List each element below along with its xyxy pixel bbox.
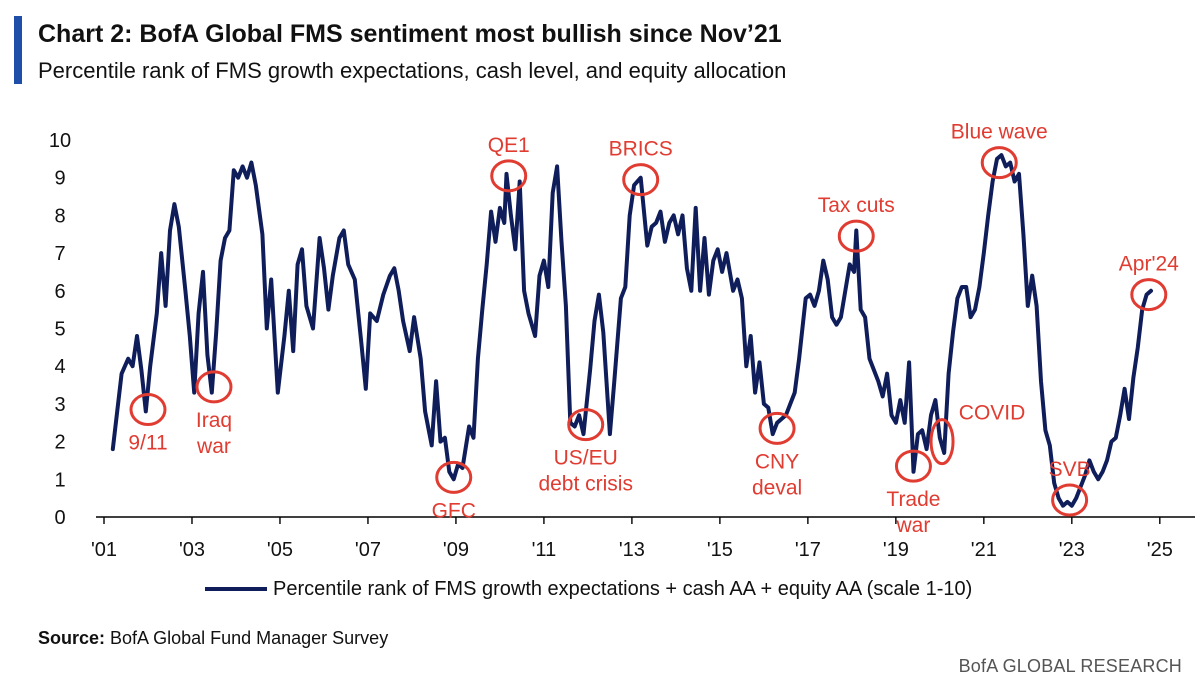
y-tick-label: 5 (54, 319, 65, 341)
x-tick-label: '01 (91, 539, 117, 561)
event-label: 9/11 (128, 432, 167, 455)
x-tick-label: '19 (883, 539, 909, 561)
x-tick-label: '07 (355, 539, 381, 561)
brand-label: BofA GLOBAL RESEARCH (958, 656, 1182, 676)
event-circle (1130, 278, 1168, 312)
event-label: BRICS (609, 138, 673, 161)
x-tick-label: '25 (1147, 539, 1173, 561)
y-tick-label: 3 (54, 394, 65, 416)
event-label: US/EU debt crisis (538, 447, 633, 496)
event-circle (1051, 483, 1089, 517)
source-label: Source: (38, 628, 106, 648)
x-tick-label: '03 (179, 539, 205, 561)
x-tick-label: '09 (443, 539, 469, 561)
event-circle (435, 460, 473, 494)
event-circle (837, 219, 875, 253)
event-circle (490, 159, 528, 193)
axes-group: '01 '03 '05 '07 '09 '11 '13 '15 '17 '19 '21 '23 '25 0… (49, 130, 1195, 561)
x-tick-label: '23 (1059, 539, 1085, 561)
event-circle (129, 393, 167, 427)
source-text: BofA Global Fund Manager Survey (105, 628, 389, 648)
event-label: Blue wave (951, 121, 1048, 144)
x-tick-label: '21 (971, 539, 997, 561)
event-circle (980, 146, 1018, 180)
chart-title: Chart 2: BofA Global FMS sentiment most … (38, 20, 782, 48)
event-circle (894, 449, 932, 483)
x-tick-label: '13 (619, 539, 645, 561)
event-label: GFC (432, 499, 476, 522)
y-tick-label: 10 (49, 130, 71, 152)
legend: Percentile rank of FMS growth expectatio… (205, 576, 972, 602)
event-circle (195, 370, 233, 404)
x-tick-label: '15 (707, 539, 733, 561)
event-label: Iraq war (196, 409, 232, 458)
series-line (110, 153, 1153, 508)
title-accent-bar (14, 16, 22, 84)
legend-label: Percentile rank of FMS growth expectatio… (273, 577, 973, 600)
y-tick-label: 9 (54, 168, 65, 190)
annotations-group: 9/11 Iraq war GFC QE1 US/EU debt crisis BRICS CN… (128, 121, 1179, 537)
y-tick-label: 0 (54, 507, 65, 529)
x-tick-label: '05 (267, 539, 293, 561)
event-circle (758, 411, 796, 445)
series-group (110, 153, 1153, 508)
y-tick-label: 6 (54, 281, 65, 303)
event-label: COVID (959, 402, 1026, 425)
y-tick-label: 1 (54, 469, 65, 491)
y-tick-label: 4 (54, 356, 65, 378)
event-label: Apr'24 (1119, 253, 1179, 276)
event-circle (567, 408, 605, 442)
legend-swatch (205, 587, 267, 591)
event-label: SVB (1049, 458, 1091, 481)
event-label: QE1 (488, 134, 530, 157)
event-circle (929, 418, 955, 466)
event-label: Trade war (886, 488, 940, 537)
x-tick-label: '11 (532, 539, 557, 561)
y-tick-label: 2 (54, 432, 65, 454)
event-circle (622, 163, 660, 197)
x-tick-label: '17 (795, 539, 821, 561)
event-label: Tax cuts (818, 194, 895, 217)
event-label: CNY deval (752, 450, 802, 499)
source-note: Source: BofA Global Fund Manager Survey (38, 628, 388, 649)
chart-subtitle: Percentile rank of FMS growth expectatio… (38, 58, 787, 83)
y-tick-label: 8 (54, 205, 65, 227)
y-tick-label: 7 (54, 243, 65, 265)
